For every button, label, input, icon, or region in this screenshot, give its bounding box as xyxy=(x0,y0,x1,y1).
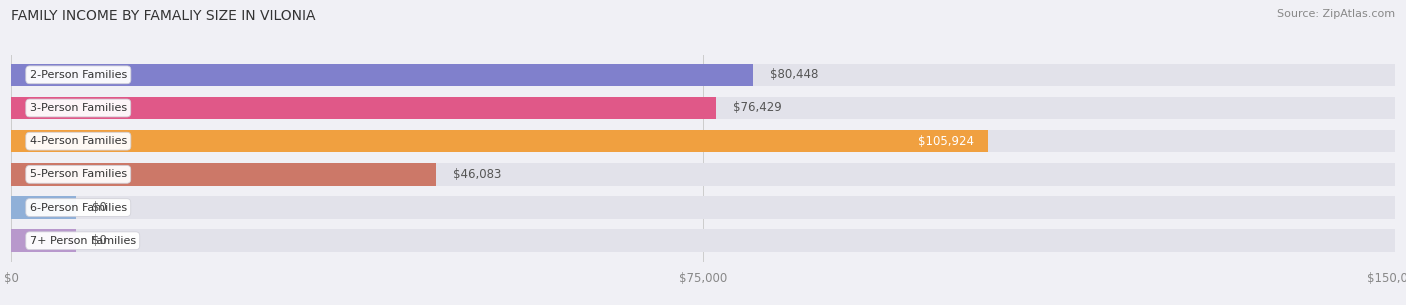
Bar xyxy=(11,196,1395,219)
Text: Source: ZipAtlas.com: Source: ZipAtlas.com xyxy=(1277,9,1395,19)
Bar xyxy=(11,97,1395,119)
Text: 7+ Person Families: 7+ Person Families xyxy=(30,236,136,246)
Text: FAMILY INCOME BY FAMALIY SIZE IN VILONIA: FAMILY INCOME BY FAMALIY SIZE IN VILONIA xyxy=(11,9,316,23)
Bar xyxy=(11,196,76,219)
Text: 2-Person Families: 2-Person Families xyxy=(30,70,127,80)
Text: $76,429: $76,429 xyxy=(733,102,782,114)
Text: $0: $0 xyxy=(93,234,107,247)
Text: $46,083: $46,083 xyxy=(453,168,502,181)
Bar xyxy=(11,63,1395,86)
Bar xyxy=(11,130,1395,152)
Text: 3-Person Families: 3-Person Families xyxy=(30,103,127,113)
Bar xyxy=(11,130,988,152)
Text: 5-Person Families: 5-Person Families xyxy=(30,169,127,179)
Text: $0: $0 xyxy=(93,201,107,214)
Bar xyxy=(11,163,436,186)
Bar xyxy=(11,163,1395,186)
Text: $80,448: $80,448 xyxy=(770,68,818,81)
Bar xyxy=(11,63,754,86)
Bar xyxy=(11,229,76,252)
Bar xyxy=(11,97,716,119)
Text: $105,924: $105,924 xyxy=(918,135,974,148)
Text: 4-Person Families: 4-Person Families xyxy=(30,136,127,146)
Text: 6-Person Families: 6-Person Families xyxy=(30,203,127,213)
Bar xyxy=(11,229,1395,252)
